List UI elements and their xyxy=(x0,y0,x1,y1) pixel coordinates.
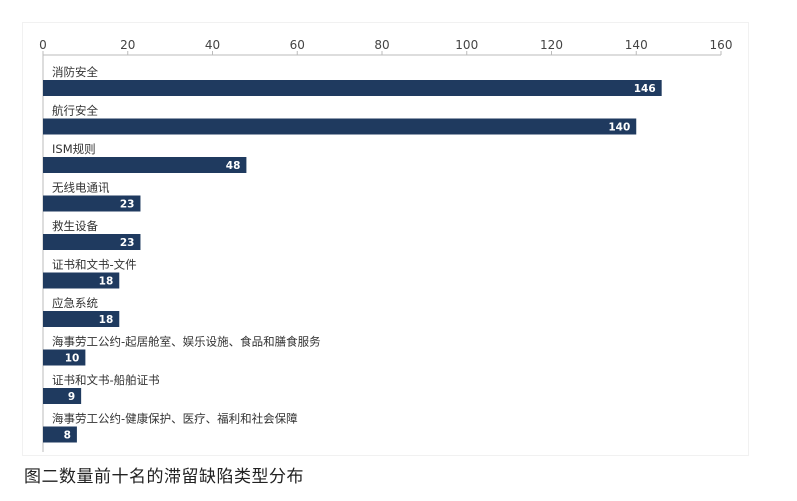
data-label: 9 xyxy=(68,391,75,403)
x-tick-label: 80 xyxy=(374,38,389,52)
x-tick-label: 40 xyxy=(205,38,220,52)
x-tick-label: 100 xyxy=(455,38,478,52)
bar xyxy=(43,118,637,135)
data-label: 18 xyxy=(99,276,114,288)
data-label: 146 xyxy=(634,83,656,95)
bar xyxy=(43,157,247,173)
bar xyxy=(43,349,86,366)
category-label: 消防安全 xyxy=(52,65,98,79)
category-label: ISM规则 xyxy=(52,142,96,156)
category-label: 海事劳工公约-健康保护、医疗、福利和社会保障 xyxy=(52,412,298,426)
bar xyxy=(43,80,662,96)
category-label: 证书和文书-船舶证书 xyxy=(52,373,160,387)
bar xyxy=(43,311,120,327)
x-tick-label: 160 xyxy=(710,38,733,52)
category-label: 救生设备 xyxy=(52,219,98,233)
data-label: 23 xyxy=(120,199,135,211)
category-label: 海事劳工公约-起居舱室、娱乐设施、食品和膳食服务 xyxy=(52,335,321,349)
x-tick-label: 60 xyxy=(290,38,305,52)
data-label: 140 xyxy=(608,122,630,134)
chart-frame xyxy=(22,22,749,456)
category-label: 航行安全 xyxy=(52,104,98,118)
category-label: 应急系统 xyxy=(52,296,98,310)
bar xyxy=(43,195,141,212)
data-label: 10 xyxy=(65,353,80,365)
bar xyxy=(43,234,141,250)
figure-caption: 图二数量前十名的滞留缺陷类型分布 xyxy=(24,467,304,487)
bar xyxy=(43,426,77,443)
category-label: 证书和文书-文件 xyxy=(52,258,137,272)
data-label: 23 xyxy=(120,237,135,249)
category-label: 无线电通讯 xyxy=(52,181,110,195)
bar xyxy=(43,272,120,289)
x-tick-label: 120 xyxy=(540,38,563,52)
x-tick-label: 0 xyxy=(39,38,47,52)
data-label: 8 xyxy=(64,430,71,442)
x-tick-label: 140 xyxy=(625,38,648,52)
data-label: 48 xyxy=(226,160,241,172)
data-label: 18 xyxy=(99,314,114,326)
bar xyxy=(43,388,82,404)
x-tick-label: 20 xyxy=(120,38,135,52)
